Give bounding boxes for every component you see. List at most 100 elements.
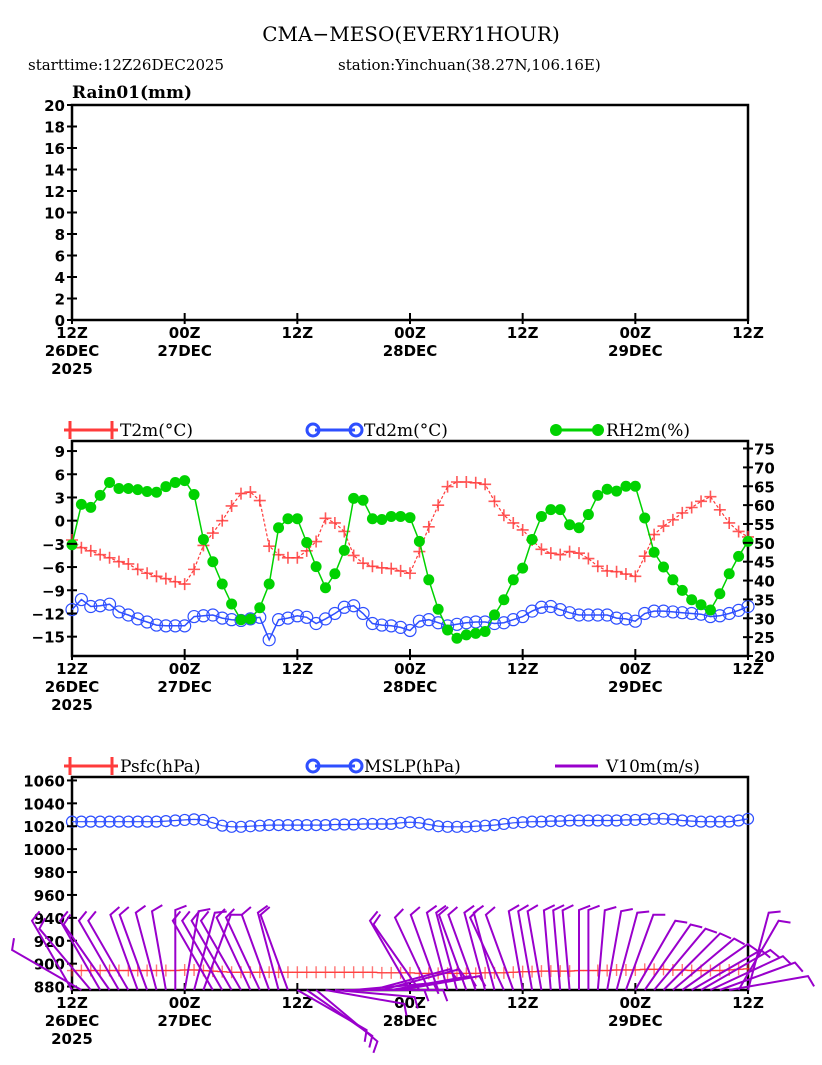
circle-marker-icon xyxy=(572,814,586,827)
wind-barb-icon xyxy=(306,989,374,1048)
circle-marker-icon xyxy=(638,813,651,826)
dot-marker-icon xyxy=(85,501,97,513)
dot-marker-icon xyxy=(667,574,679,586)
x-tick-label: 00Z xyxy=(169,994,201,1012)
wind-barb-icon xyxy=(368,910,411,991)
y-tick-label: −15 xyxy=(32,629,65,647)
circle-marker-icon xyxy=(197,813,210,827)
circle-marker-icon xyxy=(140,615,154,629)
circle-marker-icon xyxy=(553,602,567,617)
circle-marker-icon xyxy=(384,619,398,633)
circle-marker-icon xyxy=(722,606,736,621)
legend-v10m-label: V10m(m/s) xyxy=(605,757,700,777)
y-tick-label: −9 xyxy=(42,582,65,600)
circle-marker-icon xyxy=(93,599,107,613)
circle-marker-icon xyxy=(535,815,548,828)
circle-marker-icon xyxy=(281,611,295,625)
wind-barb-icon xyxy=(62,913,111,991)
dot-marker-icon xyxy=(188,489,200,501)
x-tick-label: 28DEC xyxy=(383,342,438,360)
circle-marker-icon xyxy=(563,814,576,827)
wind-barb-icon xyxy=(372,968,458,991)
dot-marker-icon xyxy=(498,594,510,606)
wind-barb-icon xyxy=(463,904,487,991)
plus-marker-icon xyxy=(591,560,604,573)
dot-marker-icon xyxy=(432,603,444,615)
plus-marker-icon xyxy=(385,562,398,575)
plus-marker-icon xyxy=(320,966,331,979)
wind-barb-icon xyxy=(180,910,224,991)
wind-barb-icon xyxy=(409,906,440,991)
circle-marker-icon xyxy=(544,814,557,828)
wind-barb-icon xyxy=(171,910,214,991)
wind-barb-icon xyxy=(87,910,130,991)
circle-marker-icon xyxy=(385,817,398,831)
plus-marker-icon xyxy=(638,550,651,563)
wind-barb-icon xyxy=(199,910,242,991)
wind-barb-icon xyxy=(425,904,449,991)
dot-marker-icon xyxy=(179,475,191,487)
y-tick-label: 9 xyxy=(55,443,65,461)
y-tick-label: 8 xyxy=(55,226,65,244)
plus-marker-icon xyxy=(366,560,379,573)
dot-marker-icon xyxy=(357,494,369,506)
circle-marker-icon xyxy=(403,816,417,829)
circle-marker-icon xyxy=(609,611,624,625)
circle-marker-icon xyxy=(525,604,539,618)
wind-barb-icon xyxy=(240,906,271,991)
x-tick-label: 00Z xyxy=(619,324,651,342)
y-tick-label: 18 xyxy=(44,119,65,137)
dot-marker-icon xyxy=(550,424,562,436)
x-tick-label: 12Z xyxy=(281,994,313,1012)
plus-marker-icon xyxy=(264,966,275,979)
plus-marker-icon xyxy=(122,557,135,570)
y-tick-label: 880 xyxy=(34,979,65,997)
wind-barb-icon xyxy=(38,917,92,991)
x-tick-label: 00Z xyxy=(619,994,651,1012)
circle-marker-icon xyxy=(291,818,304,832)
dot-marker-icon xyxy=(254,602,266,614)
plus-marker-icon xyxy=(535,543,548,556)
dot-marker-icon xyxy=(507,574,519,586)
plus-marker-icon xyxy=(649,963,660,976)
temperature-panel: T2m(°C) Td2m(°C) RH2m(%) −15 −12 −9 −6 −3 0 3 6… xyxy=(32,421,775,714)
dot-marker-icon xyxy=(535,510,547,522)
plus-marker-icon xyxy=(311,966,322,979)
circle-marker-icon xyxy=(159,619,173,633)
circle-marker-icon xyxy=(310,818,323,832)
wind-barb-icon xyxy=(578,904,591,990)
plus-marker-icon xyxy=(611,963,622,976)
wind-barb-icon xyxy=(224,908,261,991)
plus-marker-icon xyxy=(544,547,557,560)
wind-barb-icon xyxy=(58,910,102,991)
circle-marker-icon xyxy=(432,820,445,833)
wind-barb-icon xyxy=(517,904,534,991)
dot-marker-icon xyxy=(320,582,331,594)
plus-marker-icon xyxy=(150,570,163,583)
plus-marker-icon xyxy=(75,541,88,554)
plus-marker-icon xyxy=(131,563,144,576)
wind-barb-icon xyxy=(296,989,368,1042)
circle-marker-icon xyxy=(337,600,351,614)
wind-barb-icon xyxy=(325,989,408,1016)
wind-barb-icon xyxy=(596,906,617,991)
dot-marker-icon xyxy=(620,480,632,492)
x-tick-label: 2025 xyxy=(51,696,93,714)
plus-marker-icon xyxy=(441,480,454,493)
x-tick-label: 12Z xyxy=(732,660,764,678)
x-tick-label: 29DEC xyxy=(608,342,663,360)
dot-marker-icon xyxy=(122,483,134,495)
wind-barb-icon xyxy=(363,989,449,1002)
y-tick-label: −6 xyxy=(42,559,65,577)
dot-marker-icon xyxy=(263,578,275,590)
wind-barb-icon xyxy=(150,904,167,991)
dot-marker-icon xyxy=(376,513,388,525)
dot-marker-icon xyxy=(460,629,472,641)
circle-marker-icon xyxy=(375,817,388,831)
plus-marker-icon xyxy=(94,548,107,561)
dot-marker-icon xyxy=(395,510,407,522)
circle-marker-icon xyxy=(348,422,364,438)
dot-marker-icon xyxy=(141,486,153,498)
